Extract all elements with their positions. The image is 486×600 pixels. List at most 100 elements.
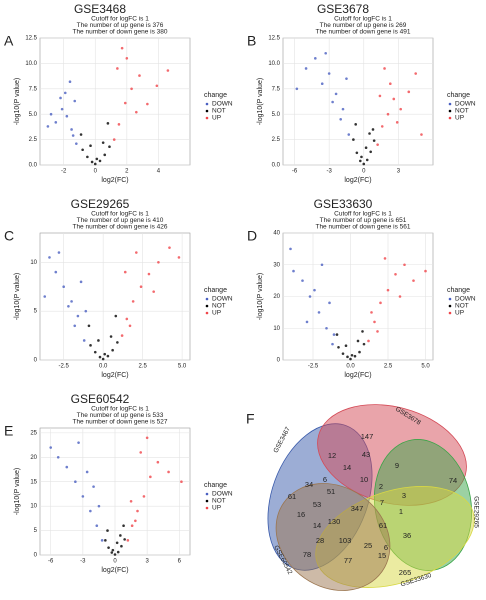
point bbox=[56, 456, 60, 459]
point bbox=[383, 67, 386, 70]
point bbox=[360, 155, 363, 159]
point bbox=[398, 295, 402, 298]
point bbox=[116, 341, 119, 344]
legend-swatch bbox=[205, 297, 209, 301]
region-count: 12 bbox=[328, 451, 336, 460]
point bbox=[327, 72, 331, 75]
point bbox=[334, 92, 338, 96]
point bbox=[368, 132, 371, 135]
point bbox=[139, 451, 143, 454]
point bbox=[70, 300, 73, 303]
y-axis-label: -log10(P value) bbox=[257, 78, 264, 125]
point bbox=[156, 460, 160, 464]
subtitle: The number of down gene is 426 bbox=[72, 224, 167, 231]
point bbox=[361, 330, 364, 333]
point bbox=[125, 57, 129, 60]
legend-swatch bbox=[448, 102, 452, 106]
point bbox=[369, 150, 372, 154]
point bbox=[152, 290, 155, 293]
x-tick-label: 0 bbox=[94, 169, 98, 175]
subtitle: The number of down gene is 380 bbox=[72, 29, 167, 36]
point bbox=[117, 123, 121, 126]
legend-title: change bbox=[204, 482, 227, 489]
point bbox=[49, 112, 53, 116]
y-tick-label: 12.5 bbox=[268, 36, 280, 42]
point bbox=[116, 67, 119, 70]
x-axis-label: log2(FC) bbox=[101, 567, 128, 574]
region-count: 2 bbox=[379, 482, 383, 491]
x-tick-label: -2.5 bbox=[308, 364, 319, 370]
point bbox=[43, 295, 47, 298]
point bbox=[95, 524, 99, 527]
plot-area bbox=[282, 37, 434, 166]
point bbox=[79, 133, 83, 136]
point bbox=[97, 504, 101, 508]
x-tick-label: 3 bbox=[397, 169, 401, 175]
legend-label: NOT bbox=[455, 303, 469, 310]
region-count: 15 bbox=[378, 551, 386, 560]
point bbox=[74, 480, 77, 484]
point bbox=[116, 550, 120, 554]
point bbox=[359, 159, 362, 163]
point bbox=[54, 121, 58, 124]
point bbox=[123, 101, 127, 105]
y-tick-label: 0.0 bbox=[29, 163, 38, 169]
point bbox=[81, 495, 85, 498]
region-count: 78 bbox=[303, 550, 311, 559]
point bbox=[177, 256, 181, 259]
region-count: 265 bbox=[399, 568, 412, 577]
point bbox=[146, 102, 149, 106]
y-tick-label: 10 bbox=[273, 326, 280, 332]
legend-title: change bbox=[204, 287, 227, 294]
point bbox=[48, 256, 51, 259]
point bbox=[373, 320, 376, 324]
subtitle: The number of up gene is 376 bbox=[77, 22, 164, 29]
region-count: 74 bbox=[449, 476, 457, 485]
point bbox=[317, 311, 321, 314]
point bbox=[106, 529, 109, 532]
legend-label: UP bbox=[455, 310, 464, 317]
point bbox=[73, 324, 77, 328]
point bbox=[289, 247, 292, 251]
point bbox=[379, 301, 382, 305]
chart-title: GSE3678 bbox=[317, 2, 369, 16]
x-tick-label: -2.5 bbox=[59, 364, 70, 370]
point bbox=[145, 436, 149, 440]
point bbox=[376, 143, 379, 146]
x-tick-label: 2 bbox=[125, 169, 129, 175]
venn-set bbox=[275, 483, 391, 591]
point bbox=[129, 499, 133, 503]
point bbox=[328, 301, 331, 305]
x-axis-label: log2(FC) bbox=[344, 177, 371, 184]
legend-swatch bbox=[448, 311, 452, 315]
point bbox=[320, 82, 324, 86]
region-count: 14 bbox=[343, 463, 351, 472]
x-tick-label: -6 bbox=[48, 559, 54, 565]
point bbox=[349, 357, 352, 361]
point bbox=[138, 74, 141, 77]
y-tick-label: 12.5 bbox=[25, 36, 37, 42]
point bbox=[57, 251, 61, 254]
point bbox=[358, 350, 361, 354]
y-tick-label: 5 bbox=[34, 309, 38, 315]
point bbox=[354, 123, 357, 126]
point bbox=[46, 125, 50, 128]
point bbox=[63, 91, 67, 95]
y-tick-label: 20 bbox=[273, 294, 280, 300]
panel-letter: B bbox=[247, 33, 256, 49]
legend-label: NOT bbox=[455, 108, 469, 115]
point bbox=[65, 114, 69, 118]
point bbox=[403, 263, 406, 267]
point bbox=[68, 80, 72, 83]
point bbox=[313, 288, 316, 292]
point bbox=[79, 280, 83, 284]
point bbox=[135, 110, 138, 114]
set-label: GSE3467 bbox=[272, 426, 292, 455]
point bbox=[49, 446, 53, 449]
y-tick-label: 7.5 bbox=[29, 86, 38, 92]
region-count: 28 bbox=[316, 536, 324, 545]
y-tick-label: 10 bbox=[30, 504, 37, 510]
subtitle: Cutoff for logFC is 1 bbox=[91, 406, 149, 413]
point bbox=[126, 539, 130, 542]
point bbox=[90, 160, 94, 164]
